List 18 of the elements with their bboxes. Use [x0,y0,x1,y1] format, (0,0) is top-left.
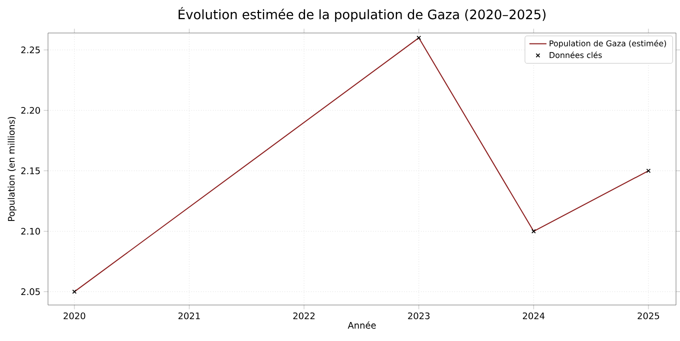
point [72,289,77,294]
x-tick-label: 2022 [293,312,315,320]
x-tick-label: 2021 [178,312,200,320]
x-tick-label: 2025 [638,312,660,320]
y-tick-label: 2.25 [21,46,40,54]
x-tick-label: 2024 [522,312,545,320]
y-tick-label: 2.20 [21,106,40,114]
x-axis-title: Année [348,321,376,329]
chart-title: Évolution estimée de la population de Gaza (2020–2025) [178,7,546,22]
point [646,168,651,174]
point [416,36,422,40]
x-tick-label: 2020 [64,312,86,320]
y-axis-title: Population (en millions) [8,116,16,221]
y-tick-label: 2.05 [21,288,40,296]
y-tick-label: 2.10 [21,228,40,235]
y-tick-label: 2.15 [21,167,40,174]
point [531,229,536,234]
x-tick-label: 2023 [408,312,430,320]
